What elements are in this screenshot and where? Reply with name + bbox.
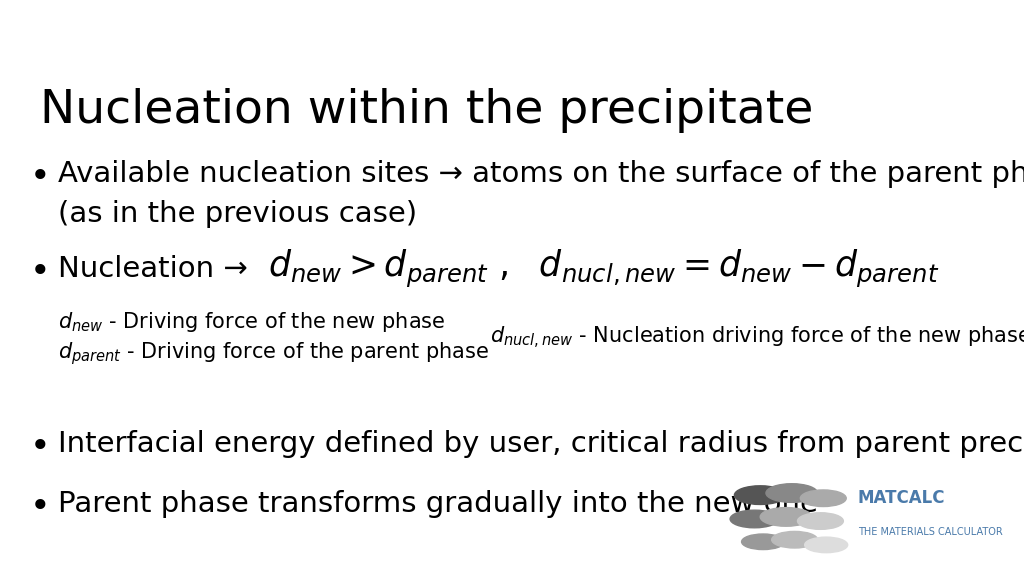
- Text: $d_{parent}$ - Driving force of the parent phase: $d_{parent}$ - Driving force of the pare…: [58, 340, 489, 367]
- Text: Available nucleation sites → atoms on the surface of the parent phase: Available nucleation sites → atoms on th…: [58, 160, 1024, 188]
- Text: •: •: [30, 160, 50, 194]
- Text: $d_{new} > d_{parent}\ ,\ \ d_{nucl,new} = d_{new} - d_{parent}$: $d_{new} > d_{parent}\ ,\ \ d_{nucl,new}…: [268, 248, 939, 290]
- Circle shape: [730, 510, 779, 528]
- Circle shape: [734, 486, 786, 505]
- Text: (as in the previous case): (as in the previous case): [58, 200, 417, 228]
- Text: •: •: [30, 430, 50, 464]
- Circle shape: [760, 507, 812, 526]
- Text: $d_{nucl,new}$ - Nucleation driving force of the new phase: $d_{nucl,new}$ - Nucleation driving forc…: [490, 325, 1024, 351]
- Text: •: •: [30, 255, 50, 289]
- Text: Parent phase transforms gradually into the new one: Parent phase transforms gradually into t…: [58, 490, 818, 518]
- Circle shape: [741, 534, 784, 550]
- Text: •: •: [30, 490, 50, 524]
- Circle shape: [801, 490, 846, 506]
- Text: MATCALC: MATCALC: [858, 489, 945, 507]
- Text: THE MATERIALS CALCULATOR: THE MATERIALS CALCULATOR: [858, 528, 1002, 537]
- Text: Nucleation within the precipitate: Nucleation within the precipitate: [40, 88, 813, 133]
- Circle shape: [805, 537, 848, 553]
- Text: Interfacial energy defined by user, critical radius from parent prec.: Interfacial energy defined by user, crit…: [58, 430, 1024, 458]
- Text: Nucleation →: Nucleation →: [58, 255, 248, 283]
- Circle shape: [798, 513, 844, 529]
- Circle shape: [766, 484, 817, 502]
- Circle shape: [772, 532, 817, 548]
- Text: $d_{new}$ - Driving force of the new phase: $d_{new}$ - Driving force of the new pha…: [58, 310, 445, 334]
